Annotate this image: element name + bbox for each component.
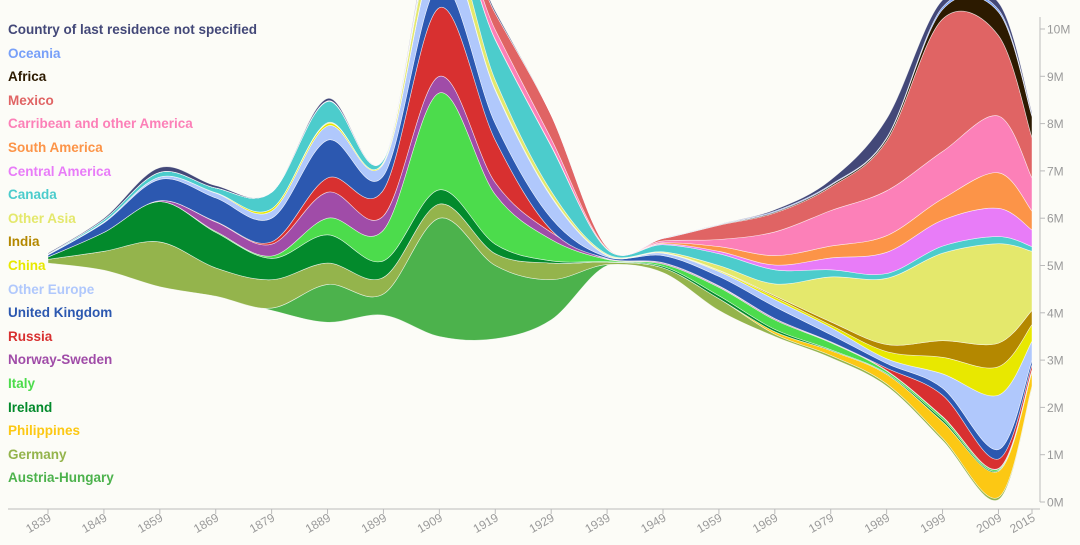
legend-item-carribean-and-other-america: Carribean and other America xyxy=(8,116,193,132)
x-tick-label: 1859 xyxy=(135,510,165,536)
x-tick-label: 1869 xyxy=(191,510,221,536)
x-tick-label: 1949 xyxy=(638,510,668,536)
x-tick-label: 1989 xyxy=(862,510,892,536)
legend-item-russia: Russia xyxy=(8,328,53,344)
legend-item-africa: Africa xyxy=(8,69,47,85)
x-tick-label: 1899 xyxy=(359,510,389,536)
legend-item-oceania: Oceania xyxy=(8,45,61,61)
x-tick-label: 1999 xyxy=(918,510,948,536)
stream-country-of-last-residence-not-specified xyxy=(47,0,1033,255)
legend-item-united-kingdom: United Kingdom xyxy=(8,305,113,321)
x-tick-label: 1879 xyxy=(247,510,277,536)
x-tick-label: 1939 xyxy=(582,510,612,536)
legend-item-philippines: Philippines xyxy=(8,423,81,439)
legend-item-other-europe: Other Europe xyxy=(8,281,95,297)
legend-item-canada: Canada xyxy=(8,187,57,203)
y-tick-label: 1M xyxy=(1047,448,1064,462)
x-tick-label: 1969 xyxy=(750,510,780,536)
y-tick-label: 5M xyxy=(1047,259,1064,273)
legend-item-ireland: Ireland xyxy=(8,399,53,415)
legend-item-country-of-last-residence-not-specified: Country of last residence not specified xyxy=(8,22,258,37)
x-tick-label: 1919 xyxy=(471,510,501,536)
legend-item-austria-hungary: Austria-Hungary xyxy=(8,470,114,486)
y-tick-label: 9M xyxy=(1047,70,1064,84)
x-tick-label: 1979 xyxy=(806,510,836,536)
y-tick-label: 7M xyxy=(1047,164,1064,178)
x-tick-label: 1889 xyxy=(303,510,333,536)
legend-item-south-america: South America xyxy=(8,139,103,155)
x-tick-label: 1909 xyxy=(415,510,445,536)
y-axis: 0M 1M 2M 3M 4M 5M 6M 7M 8M 9M 10M xyxy=(1039,17,1070,510)
legend-item-china: China xyxy=(8,257,46,273)
legend-item-germany: Germany xyxy=(8,446,67,462)
y-tick-label: 8M xyxy=(1047,117,1064,131)
y-tick-label: 3M xyxy=(1047,354,1064,368)
legend-item-mexico: Mexico xyxy=(8,92,54,108)
chart-legend: Country of last residence not specified O… xyxy=(8,18,257,490)
stream-layers xyxy=(47,0,1033,501)
legend-item-norway-sweden: Norway-Sweden xyxy=(8,352,113,368)
x-axis: 1839 1849 1859 1869 1879 1889 1899 1909 1919 1929… xyxy=(8,508,1040,536)
x-tick-label: 1959 xyxy=(694,510,724,536)
legend-item-central-america: Central America xyxy=(8,163,112,179)
y-tick-label: 4M xyxy=(1047,306,1064,320)
x-tick-label: 1929 xyxy=(527,510,557,536)
x-tick-label: 2015 xyxy=(1007,510,1037,536)
y-tick-label: 2M xyxy=(1047,401,1064,415)
legend-item-india: India xyxy=(8,234,40,250)
legend-item-italy: Italy xyxy=(8,375,36,391)
x-tick-label: 2009 xyxy=(974,510,1004,536)
x-tick-label: 1839 xyxy=(23,510,53,536)
y-tick-label: 0M xyxy=(1047,496,1064,510)
y-tick-label: 10M xyxy=(1047,23,1070,37)
legend-item-other-asia: Other Asia xyxy=(8,210,76,226)
x-tick-label: 1849 xyxy=(79,510,109,536)
y-tick-label: 6M xyxy=(1047,212,1064,226)
